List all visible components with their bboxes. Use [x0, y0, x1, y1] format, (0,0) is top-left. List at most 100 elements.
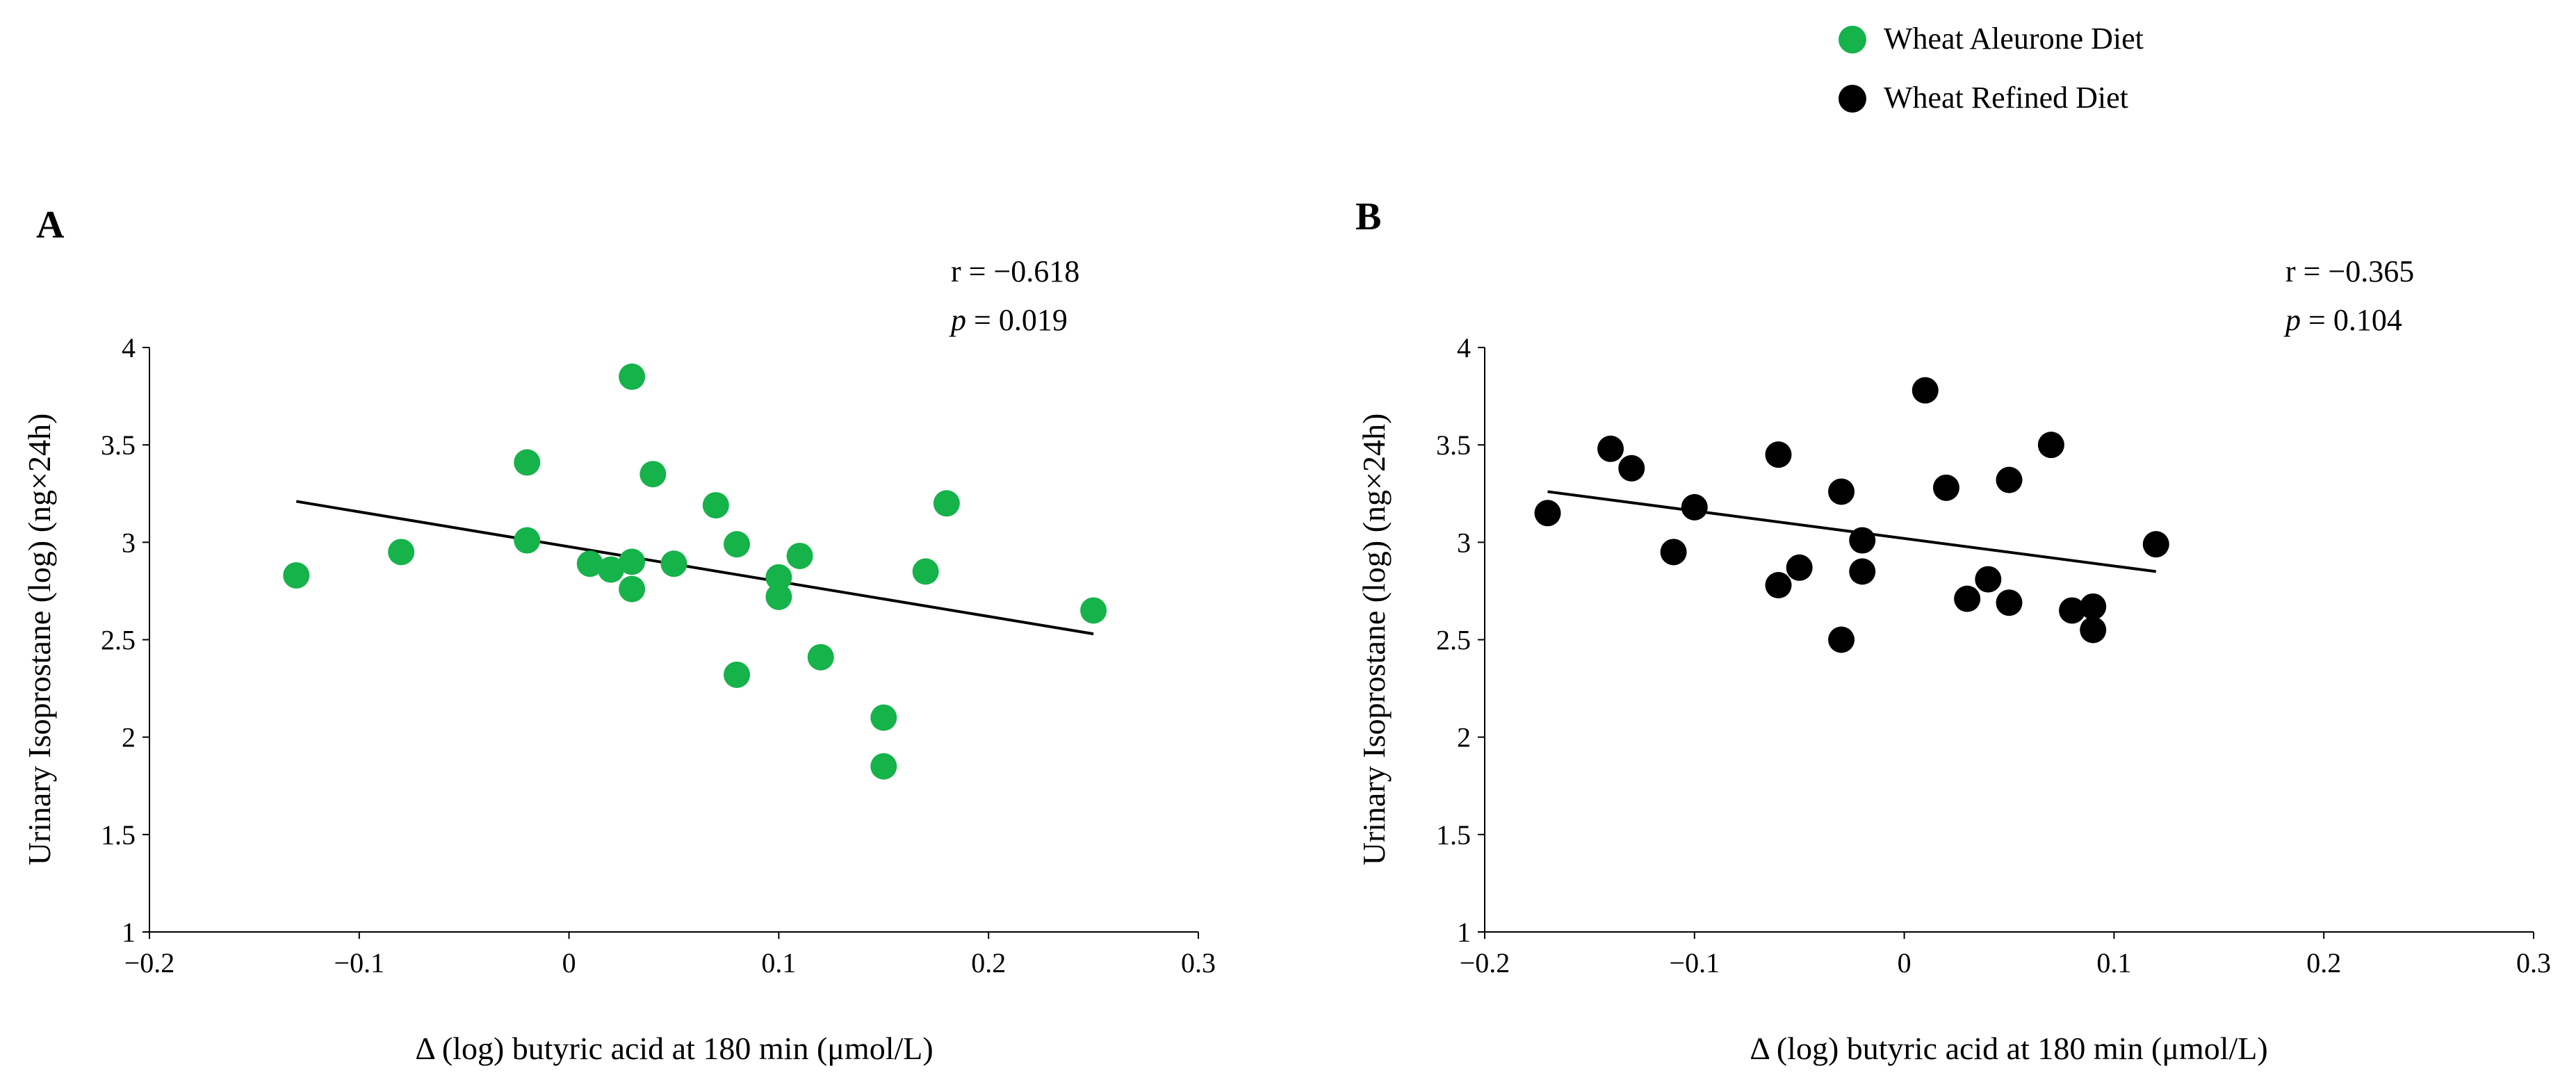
data-point-b [2059, 597, 2086, 624]
legend-marker-aleurone [1839, 26, 1866, 54]
data-point-a [765, 583, 792, 610]
data-point-a [786, 542, 813, 569]
legend-marker-refined [1839, 85, 1866, 113]
trendline-a [295, 500, 1094, 636]
data-point-b [1975, 566, 2002, 593]
x-tick-label-a: 0 [562, 947, 576, 979]
data-point-a [576, 550, 603, 578]
panel-label-b: B [1355, 195, 1381, 238]
data-point-b [1597, 435, 1624, 462]
p-symbol-a: p [949, 303, 966, 337]
data-point-b [1932, 474, 1959, 501]
data-point-a [514, 449, 541, 476]
data-point-b [1828, 626, 1855, 653]
data-point-b [1534, 500, 1561, 527]
data-point-a [870, 753, 897, 780]
data-point-b [2142, 531, 2169, 558]
x-tick-label-b: 0.1 [2096, 947, 2131, 979]
ticks-a: 1 1.5 2 2.5 3 3.5 4 −0.2 −0.1 0 0.1 0.2 0.3 [101, 332, 1216, 979]
r-value-a: r = −0.618 [951, 254, 1079, 288]
y-tick-label-b: 4 [1457, 332, 1471, 363]
data-point-b [1765, 572, 1792, 599]
y-tick-label-b: 1 [1457, 917, 1471, 948]
trendline-b [1547, 490, 2157, 573]
data-point-b [2037, 432, 2064, 459]
panel-a: A r = −0.618 p = 0.019 Urinary Isoprosta… [22, 204, 1216, 1066]
panel-b: B r = −0.365 p = 0.104 Urinary Isoprosta… [1355, 195, 2551, 1066]
data-point-b [1996, 466, 2023, 493]
points-b [1534, 377, 2169, 653]
data-point-a [724, 531, 751, 558]
p-symbol-b: p [2283, 303, 2301, 337]
data-point-a [870, 704, 897, 731]
data-point-b [2080, 593, 2107, 620]
legend: Wheat Aleurone Diet Wheat Refined Diet [1839, 22, 2144, 115]
data-point-a [724, 661, 751, 688]
data-point-b [1911, 377, 1939, 404]
data-point-a [660, 550, 687, 578]
data-point-b [1618, 455, 1645, 482]
data-point-a [807, 644, 834, 671]
data-point-a [933, 490, 960, 517]
y-tick-label-a: 1 [122, 917, 136, 948]
data-point-a [765, 564, 792, 591]
p-value-b: p = 0.104 [2283, 303, 2402, 337]
x-tick-label-a: 0.2 [971, 947, 1006, 979]
y-tick-label-a: 2.5 [101, 625, 136, 656]
x-tick-label-b: −0.2 [1460, 947, 1510, 979]
points-a [283, 363, 1107, 780]
y-tick-label-b: 3.5 [1436, 429, 1471, 461]
data-point-a [597, 556, 624, 583]
data-point-a [619, 363, 646, 391]
y-tick-label-b: 2 [1457, 722, 1471, 753]
data-point-b [1828, 478, 1855, 505]
r-value-b: r = −0.365 [2285, 254, 2414, 288]
x-tick-label-a: 0.3 [1181, 947, 1216, 979]
y-tick-label-b: 2.5 [1436, 625, 1471, 656]
p-number-b: = 0.104 [2301, 303, 2402, 337]
legend-label-aleurone: Wheat Aleurone Diet [1884, 22, 2144, 56]
data-point-b [1681, 493, 1708, 521]
y-tick-label-a: 4 [122, 332, 136, 363]
x-tick-label-a: −0.1 [334, 947, 385, 979]
data-point-b [1660, 539, 1687, 566]
x-axis-title-a: Δ (log) butyric acid at 180 min (μmol/L) [415, 1031, 933, 1066]
data-point-a [702, 492, 729, 519]
data-point-a [514, 527, 541, 554]
data-point-b [1765, 441, 1792, 468]
y-tick-label-b: 1.5 [1436, 819, 1471, 851]
y-axis-title-b: Urinary Isoprostane (log) (ng×24h) [1356, 414, 1392, 866]
data-point-a [1080, 597, 1107, 624]
p-value-a: p = 0.019 [949, 303, 1068, 337]
p-number-a: = 0.019 [966, 303, 1068, 337]
data-point-b [2080, 616, 2107, 644]
y-axis-title-a: Urinary Isoprostane (log) (ng×24h) [22, 414, 57, 866]
data-point-a [388, 539, 415, 566]
x-tick-label-b: 0.2 [2306, 947, 2341, 979]
data-point-b [1786, 554, 1813, 581]
panel-label-a: A [36, 204, 65, 247]
data-point-b [1849, 558, 1876, 585]
x-tick-label-a: −0.2 [124, 947, 175, 979]
x-axis-title-b: Δ (log) butyric acid at 180 min (μmol/L) [1750, 1031, 2267, 1066]
y-tick-label-a: 1.5 [101, 819, 136, 851]
data-point-a [912, 558, 939, 585]
x-tick-label-a: 0.1 [761, 947, 796, 979]
x-tick-label-b: 0.3 [2516, 947, 2551, 979]
data-point-a [283, 562, 310, 589]
ticks-b: 1 1.5 2 2.5 3 3.5 4 −0.2 −0.1 0 0.1 0.2 0.3 [1436, 332, 2551, 979]
y-tick-label-a: 3 [122, 527, 136, 558]
y-tick-label-a: 2 [122, 722, 136, 753]
data-point-b [1849, 527, 1876, 554]
data-point-a [639, 461, 667, 488]
y-tick-label-a: 3.5 [101, 429, 136, 461]
x-tick-label-b: −0.1 [1670, 947, 1720, 979]
x-tick-label-b: 0 [1898, 947, 1911, 979]
data-point-a [619, 548, 646, 575]
legend-label-refined: Wheat Refined Diet [1884, 81, 2128, 115]
data-point-b [1954, 585, 1981, 612]
data-point-a [619, 575, 646, 603]
data-point-b [1996, 589, 2023, 616]
y-tick-label-b: 3 [1457, 527, 1471, 558]
